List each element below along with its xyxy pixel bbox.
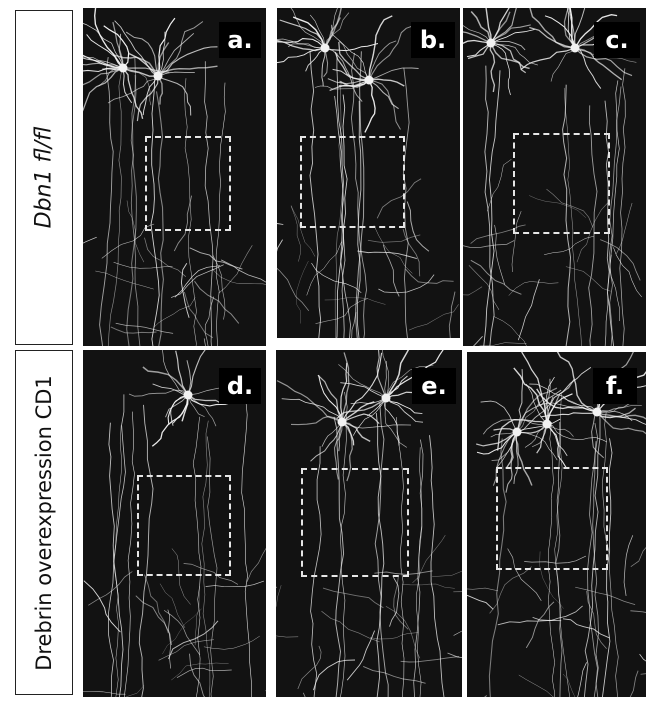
micrograph-panel-c: c.: [463, 8, 646, 346]
panel-label-f: f.: [593, 368, 637, 404]
neuron-image-d: [83, 350, 266, 697]
neuron-image-b: [277, 8, 460, 338]
micrograph-panel-f: f.: [467, 352, 646, 697]
panel-label-c: c.: [594, 22, 640, 58]
neuron-image-e: [276, 350, 462, 697]
micrograph-panel-e: e.: [276, 350, 462, 697]
neuron-image-a: [83, 8, 266, 346]
micrograph-panel-b: b.: [277, 8, 460, 338]
row-label-drebrin-overexpression: Drebrin overexpression CD1: [15, 350, 73, 695]
panel-label-a: a.: [219, 22, 261, 58]
micrograph-panel-a: a.: [83, 8, 266, 346]
neuron-image-c: [463, 8, 646, 346]
panel-label-d: d.: [219, 368, 261, 404]
panel-label-b: b.: [411, 22, 455, 58]
row-label-dbn1: Dbn1 fl/fl: [15, 10, 73, 345]
row-label-drebrin-text: Drebrin overexpression CD1: [32, 374, 56, 671]
panel-label-e: e.: [412, 368, 456, 404]
micrograph-panel-d: d.: [83, 350, 266, 697]
row-label-dbn1-text: Dbn1 fl/fl: [31, 126, 57, 229]
